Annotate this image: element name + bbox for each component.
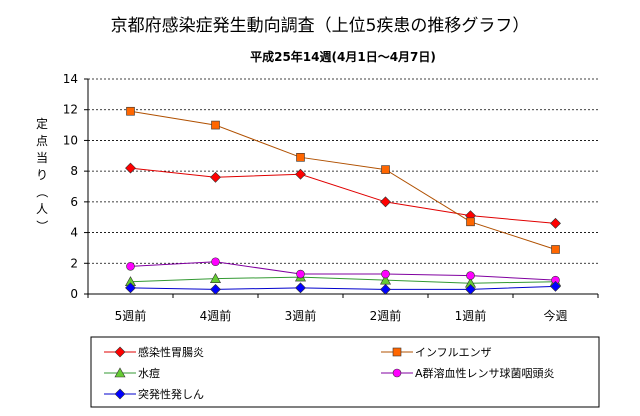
legend-marker: [114, 367, 126, 378]
x-tick-label: 1週前: [455, 308, 487, 323]
data-point: [381, 165, 390, 174]
y-axis-label-char: ）: [35, 220, 49, 232]
series-line: [130, 110, 556, 250]
gridlines: [88, 78, 598, 264]
data-point: [295, 168, 306, 180]
data-point: [466, 217, 475, 227]
y-tick-label: 10: [63, 133, 78, 147]
x-tick-labels: 5週前 4週前 3週前 2週前 1週前 今週: [115, 308, 568, 323]
data-point: [211, 120, 220, 130]
legend-item: A群溶血性レンサ球菌咽頭炎: [381, 366, 555, 380]
series-line: [130, 276, 556, 284]
data-point: [210, 283, 221, 295]
legend-label: A群溶血性レンサ球菌咽頭炎: [415, 366, 555, 380]
legend-item: 突発性発しん: [104, 387, 204, 401]
data-point: [126, 262, 135, 271]
data-point: [550, 280, 561, 292]
series-2: [126, 106, 560, 254]
y-axis-label-char: （: [35, 186, 49, 198]
data-point: [295, 282, 306, 294]
x-tick-label: 2週前: [370, 308, 402, 323]
legend-label: 突発性発しん: [138, 387, 204, 401]
y-tick-label: 14: [63, 72, 78, 86]
data-point: [125, 162, 136, 174]
data-point: [296, 153, 305, 162]
data-point: [550, 217, 561, 229]
legend-label: 水痘: [138, 366, 160, 380]
y-axis-label-char: 人: [36, 202, 48, 216]
y-tick-label: 8: [70, 164, 78, 178]
y-tick-labels: 0 2 4 6 8 10 12 14: [63, 72, 78, 301]
data-point: [125, 282, 136, 294]
legend-marker: [392, 347, 402, 357]
y-tick-label: 6: [70, 195, 78, 209]
data-point: [211, 257, 220, 267]
legend-item: インフルエンザ: [381, 346, 492, 359]
series-line: [130, 261, 556, 281]
legend-marker: [114, 346, 126, 358]
axes: [84, 78, 599, 298]
series-4: [126, 257, 560, 285]
data-point: [381, 269, 390, 279]
series-line: [130, 285, 556, 290]
data-point: [126, 106, 135, 116]
legend-item: 水痘: [104, 366, 160, 380]
y-axis-label-char: り: [36, 168, 48, 182]
data-point: [551, 245, 560, 254]
series-5: [125, 280, 561, 295]
legend-box: [90, 336, 600, 408]
y-tick-label: 12: [63, 103, 78, 117]
legend-label: 感染性胃腸炎: [138, 345, 204, 359]
series-1: [125, 162, 561, 229]
legend-marker: [114, 388, 126, 400]
legend-label: インフルエンザ: [415, 346, 492, 359]
data-point: [296, 269, 305, 279]
y-tick-label: 4: [70, 226, 78, 240]
chart-subtitle: 平成25年14週(4月1日～4月7日): [250, 49, 436, 64]
series-lines: [124, 106, 562, 295]
chart-title: 京都府感染症発生動向調査（上位5疾患の推移グラフ）: [111, 16, 530, 36]
y-tick-label: 0: [70, 287, 78, 301]
y-axis-label-char: 点: [36, 134, 48, 148]
x-tick-label: 今週: [543, 308, 567, 323]
data-point: [209, 273, 222, 283]
legend-marker: [392, 368, 402, 378]
x-tick-label: 3週前: [285, 308, 317, 323]
y-axis-label-char: 定: [36, 116, 48, 131]
y-axis-label-char: 当: [36, 151, 48, 165]
series-line: [130, 167, 556, 224]
x-tick-label: 4週前: [200, 308, 232, 323]
data-point: [380, 283, 391, 295]
data-point: [380, 196, 391, 208]
data-point: [465, 283, 476, 295]
x-tick-label: 5週前: [115, 308, 147, 323]
data-point: [466, 271, 475, 280]
legend-item: 感染性胃腸炎: [104, 345, 204, 359]
y-tick-label: 2: [70, 256, 78, 270]
data-point: [210, 171, 221, 183]
